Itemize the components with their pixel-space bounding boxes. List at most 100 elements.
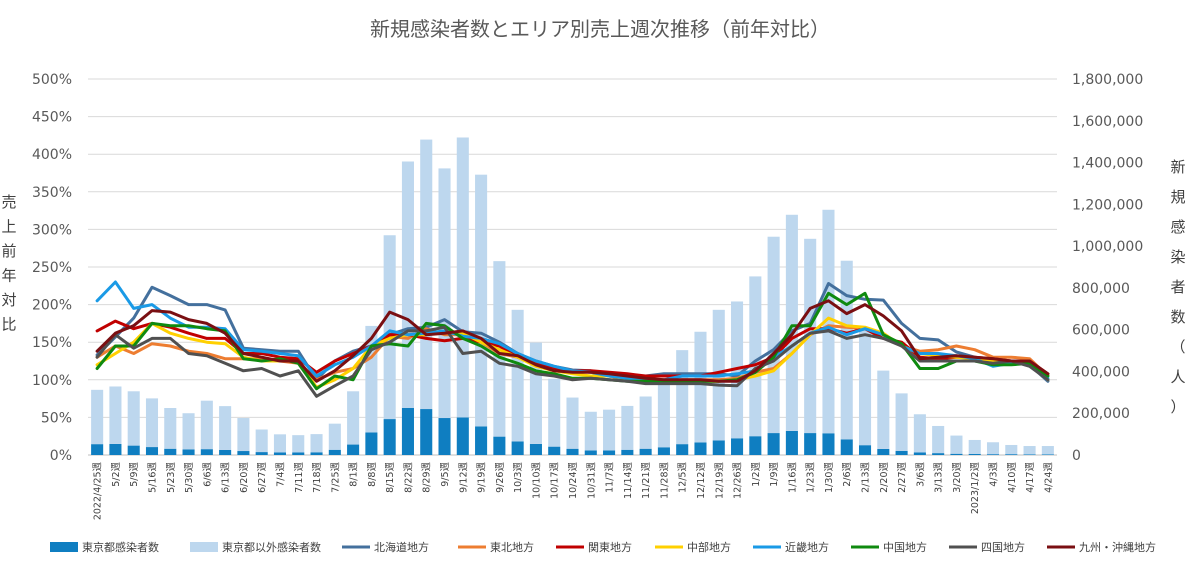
bar-tokyo-cases	[401, 408, 414, 455]
right-axis-ticks: 0 200,000 400,000 600,000 800,000 1,000,000 1,…	[1072, 72, 1143, 464]
bar-non-tokyo-cases	[785, 214, 798, 431]
bar-tokyo-cases	[694, 442, 707, 455]
x-tick-label: 4/24週	[1042, 462, 1054, 493]
bar-tokyo-cases	[145, 447, 159, 455]
x-tick-label: 10/10週	[530, 461, 542, 498]
right-tick-label: 400,000	[1072, 364, 1130, 380]
bar-non-tokyo-cases	[822, 209, 835, 434]
x-tick-label: 7/25週	[329, 461, 341, 492]
bar-non-tokyo-cases	[292, 435, 305, 453]
bar-non-tokyo-cases	[603, 409, 616, 451]
bar-non-tokyo-cases	[401, 161, 414, 408]
bar-non-tokyo-cases	[219, 406, 232, 450]
bar-tokyo-cases	[749, 436, 762, 455]
bar-non-tokyo-cases	[475, 174, 488, 427]
bar-non-tokyo-cases	[986, 442, 1000, 455]
bar-non-tokyo-cases	[91, 389, 104, 445]
x-tick-label: 1/30週	[823, 462, 835, 493]
bar-tokyo-cases	[273, 452, 287, 455]
legend-swatch	[190, 542, 218, 552]
legend-label: 東京都以外感染者数	[222, 540, 321, 554]
bar-tokyo-cases	[877, 448, 890, 455]
bar-tokyo-cases	[731, 438, 744, 455]
left-tick-label: 400%	[32, 147, 72, 163]
bar-non-tokyo-cases	[913, 414, 926, 453]
x-tick-label: 3/13週	[933, 462, 945, 493]
bar-tokyo-cases	[255, 452, 268, 455]
bar-non-tokyo-cases	[255, 429, 268, 453]
left-tick-label: 50%	[41, 410, 72, 426]
bar-tokyo-cases	[475, 426, 488, 455]
chart-title: 新規感染者数とエリア別売上週次推移（前年対比）	[370, 17, 830, 41]
bar-tokyo-cases	[1041, 454, 1054, 455]
left-tick-label: 150%	[32, 335, 72, 351]
left-tick-label: 500%	[32, 72, 72, 88]
bar-tokyo-cases	[328, 449, 341, 455]
bar-non-tokyo-cases	[694, 331, 707, 443]
bar-tokyo-cases	[621, 449, 634, 455]
bar-tokyo-cases	[785, 430, 798, 455]
bar-tokyo-cases	[219, 449, 232, 455]
right-tick-label: 600,000	[1072, 323, 1130, 339]
bar-tokyo-cases	[986, 454, 1000, 455]
bar-non-tokyo-cases	[566, 397, 579, 449]
bar-non-tokyo-cases	[438, 168, 451, 419]
bar-tokyo-cases	[913, 452, 926, 455]
x-tick-label: 2022/4/25週	[92, 461, 104, 520]
x-tick-label: 11/7週	[604, 462, 616, 493]
bar-tokyo-cases	[712, 440, 725, 455]
x-tick-label: 5/16週	[147, 462, 159, 493]
bar-tokyo-cases	[767, 433, 780, 455]
x-tick-label: 1/16週	[786, 462, 798, 493]
bar-non-tokyo-cases	[749, 276, 762, 437]
bar-non-tokyo-cases	[858, 328, 872, 446]
left-tick-label: 450%	[32, 110, 72, 126]
legend-label: 近畿地方	[785, 540, 829, 554]
x-tick-label: 2/6週	[841, 461, 853, 486]
bar-tokyo-cases	[895, 450, 908, 455]
bar-tokyo-cases	[676, 444, 689, 455]
bar-tokyo-cases	[639, 448, 652, 455]
bar-tokyo-cases	[438, 418, 451, 455]
x-tick-label: 9/19週	[476, 462, 488, 493]
bar-non-tokyo-cases	[164, 408, 177, 449]
x-tick-label: 4/17週	[1024, 462, 1036, 493]
bar-non-tokyo-cases	[639, 396, 652, 449]
left-tick-label: 250%	[32, 260, 72, 276]
right-tick-label: 200,000	[1072, 406, 1130, 422]
x-axis-ticks: 2022/4/25週 5/2週 5/9週 5/16週 5/23週 5/30週 6/6週 6/1…	[92, 461, 1055, 520]
left-axis-title: 売上前年対比	[1, 193, 16, 334]
bar-non-tokyo-cases	[840, 260, 853, 440]
x-tick-label: 9/12週	[457, 462, 469, 493]
bar-non-tokyo-cases	[200, 400, 213, 450]
x-tick-label: 10/17週	[549, 461, 561, 498]
bar-tokyo-cases	[182, 449, 195, 455]
left-tick-label: 350%	[32, 185, 72, 201]
right-axis-label: 新規感染者数（人）	[1170, 158, 1185, 416]
bar-tokyo-cases	[127, 445, 140, 455]
right-tick-label: 800,000	[1072, 281, 1130, 297]
x-tick-label: 12/26週	[732, 461, 744, 498]
x-tick-label: 8/8週	[366, 462, 378, 487]
legend: 東京都感染者数 東京都以外感染者数 北海道地方 東北地方 関東地方 中部地方 近畿地方 中国地…	[50, 540, 1156, 554]
line-series-7	[95, 325, 1050, 398]
bar-non-tokyo-cases	[456, 137, 469, 418]
left-axis-label: 売上前年対比	[1, 193, 16, 334]
right-tick-label: 1,600,000	[1072, 114, 1143, 130]
bar-tokyo-cases	[932, 453, 945, 455]
bar-tokyo-cases	[383, 419, 396, 455]
bar-non-tokyo-cases	[950, 435, 963, 454]
bar-non-tokyo-cases	[237, 418, 250, 452]
legend-swatch	[50, 542, 78, 552]
bar-non-tokyo-cases	[968, 439, 981, 454]
bar-tokyo-cases	[420, 409, 433, 455]
bar-tokyo-cases	[603, 450, 616, 455]
bar-non-tokyo-cases	[676, 350, 689, 445]
x-tick-label: 8/22週	[403, 462, 415, 493]
bar-tokyo-cases	[858, 445, 872, 455]
legend-label: 関東地方	[588, 540, 632, 554]
left-tick-label: 0%	[50, 448, 72, 464]
bar-tokyo-cases	[164, 448, 177, 455]
gridlines	[88, 78, 1057, 456]
